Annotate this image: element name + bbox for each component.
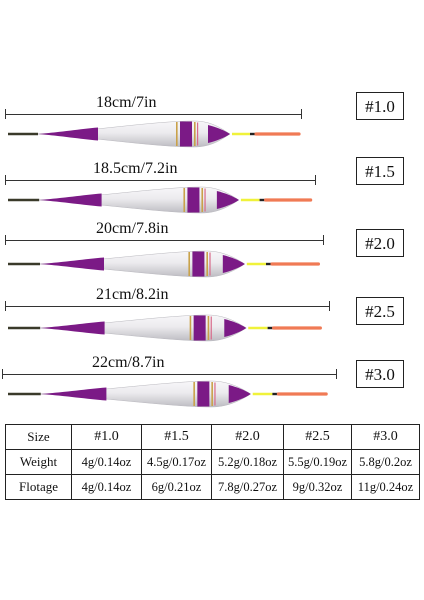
float-stripe	[197, 122, 199, 146]
float-tail-purple	[40, 387, 107, 401]
float-stripe	[193, 382, 195, 406]
rule-end-left	[2, 369, 3, 379]
float-stripe	[194, 122, 196, 146]
header-cell: #1.0	[71, 424, 142, 450]
size-badge: #2.5	[356, 297, 404, 325]
float-stripe	[201, 188, 204, 212]
float-image	[8, 186, 313, 214]
rule-end-right	[315, 175, 316, 185]
float-tail-purple	[40, 321, 105, 335]
float-stripe	[188, 252, 190, 276]
rule-end-right	[336, 369, 337, 379]
float-nose-purple	[208, 125, 230, 143]
table-header-row: Size #1.0 #1.5 #2.0 #2.5 #3.0	[5, 424, 420, 450]
float-stripe	[209, 252, 211, 276]
size-badge: #2.0	[356, 229, 404, 257]
table-cell: 6g/0.21oz	[141, 474, 212, 500]
float-stripe	[210, 316, 212, 340]
table-cell: 9g/0.32oz	[283, 474, 352, 500]
table-cell: 5.5g/0.19oz	[283, 449, 352, 475]
header-cell: #3.0	[351, 424, 420, 450]
rule-end-right	[301, 109, 302, 119]
size-badge: #1.0	[356, 92, 404, 120]
header-cell: #2.5	[283, 424, 352, 450]
float-image	[8, 250, 320, 278]
float-stripe	[176, 122, 178, 146]
float-stripe	[183, 188, 186, 212]
length-label: 20cm/7.8in	[96, 220, 169, 237]
float-image	[8, 314, 322, 342]
table-cell: 5.2g/0.18oz	[211, 449, 284, 475]
length-rule	[6, 114, 302, 115]
length-label: 18cm/7in	[96, 94, 157, 111]
float-tail-purple	[40, 257, 104, 271]
length-rule	[3, 374, 337, 375]
float-stripe	[211, 382, 213, 406]
float-image	[8, 380, 328, 408]
float-tail-purple	[39, 193, 102, 207]
rule-end-right	[323, 235, 324, 245]
float-image	[8, 120, 301, 148]
size-badge: #1.5	[356, 157, 404, 185]
float-stripe	[204, 188, 206, 212]
table-cell: 7.8g/0.27oz	[211, 474, 284, 500]
float-tail-purple	[38, 127, 98, 141]
float-stripe	[189, 316, 192, 340]
float-nose-purple	[222, 255, 245, 273]
header-cell: Size	[5, 424, 72, 450]
row-label: Flotage	[5, 474, 72, 500]
length-rule	[6, 180, 316, 181]
rule-end-right	[329, 301, 330, 311]
spec-table: Size #1.0 #1.5 #2.0 #2.5 #3.0 Weight 4g/…	[5, 424, 420, 500]
row-label: Weight	[5, 449, 72, 475]
float-stripe	[214, 382, 216, 406]
table-cell: 4g/0.14oz	[71, 449, 142, 475]
float-stripe	[206, 252, 208, 276]
header-cell: #2.0	[211, 424, 284, 450]
rule-end-left	[5, 235, 6, 245]
table-row-flotage: Flotage 4g/0.14oz 6g/0.21oz 7.8g/0.27oz …	[5, 474, 420, 500]
length-label: 18.5cm/7.2in	[93, 160, 178, 177]
float-band	[187, 187, 200, 213]
length-rule	[6, 240, 324, 241]
length-label: 22cm/8.7in	[92, 354, 165, 371]
size-badge: #3.0	[356, 360, 404, 388]
float-stripe	[207, 316, 210, 340]
table-row-weight: Weight 4g/0.14oz 4.5g/0.17oz 5.2g/0.18oz…	[5, 449, 420, 475]
table-cell: 5.8g/0.2oz	[351, 449, 420, 475]
table-cell: 11g/0.24oz	[351, 474, 420, 500]
header-cell: #1.5	[141, 424, 212, 450]
float-band	[192, 251, 205, 277]
float-nose-purple	[228, 385, 251, 403]
float-nose-purple	[216, 191, 239, 209]
float-nose-purple	[224, 319, 247, 337]
rule-end-left	[5, 109, 6, 119]
float-band	[193, 315, 206, 341]
rule-end-left	[5, 175, 6, 185]
table-cell: 4g/0.14oz	[71, 474, 142, 500]
float-band	[197, 381, 210, 407]
float-band	[180, 121, 192, 147]
length-label: 21cm/8.2in	[96, 286, 169, 303]
rule-end-left	[5, 301, 6, 311]
table-cell: 4.5g/0.17oz	[141, 449, 212, 475]
length-rule	[6, 306, 330, 307]
